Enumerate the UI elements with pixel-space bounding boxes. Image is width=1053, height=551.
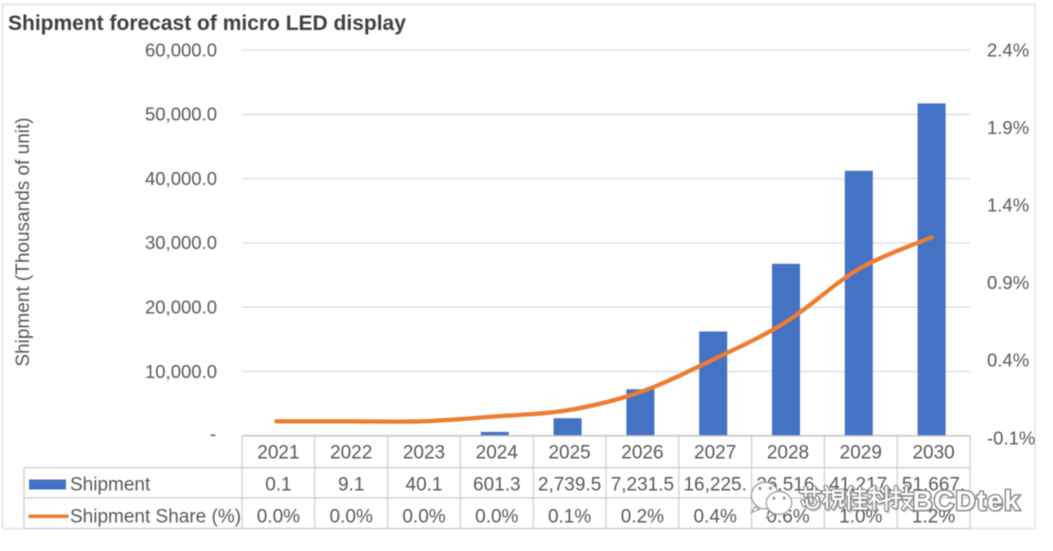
svg-text:20,000.0: 20,000.0 — [145, 297, 217, 318]
svg-text:-: - — [210, 423, 216, 444]
svg-text:1.9%: 1.9% — [987, 117, 1029, 138]
svg-text:51,667.: 51,667. — [902, 475, 965, 496]
svg-text:7,231.5: 7,231.5 — [611, 475, 674, 496]
svg-text:1.4%: 1.4% — [987, 195, 1029, 216]
svg-text:2,739.5: 2,739.5 — [538, 475, 601, 496]
svg-text:Shipment: Shipment — [70, 475, 151, 496]
svg-text:0.4%: 0.4% — [694, 506, 737, 527]
svg-text:0.9%: 0.9% — [987, 272, 1029, 293]
svg-text:2021: 2021 — [257, 442, 299, 463]
svg-text:2023: 2023 — [403, 442, 445, 463]
svg-text:41,217.: 41,217. — [829, 475, 892, 496]
svg-text:0.0%: 0.0% — [257, 506, 300, 527]
svg-text:16,225.: 16,225. — [683, 475, 746, 496]
svg-text:30,000.0: 30,000.0 — [145, 232, 217, 253]
svg-text:Shipment forecast of micro LED: Shipment forecast of micro LED display — [8, 12, 406, 35]
svg-text:1.0%: 1.0% — [839, 506, 882, 527]
svg-text:BCDtek: BCDtek — [914, 487, 1022, 518]
svg-text:2028: 2028 — [767, 442, 809, 463]
svg-text:2022: 2022 — [330, 442, 372, 463]
svg-text:0.0%: 0.0% — [402, 506, 445, 527]
svg-text:40.1: 40.1 — [406, 475, 443, 496]
svg-text:10,000.0: 10,000.0 — [145, 361, 217, 382]
svg-text:1.2%: 1.2% — [912, 506, 955, 527]
svg-text:2.4%: 2.4% — [987, 39, 1029, 60]
svg-text:Shipment Share (%): Shipment Share (%) — [70, 506, 241, 527]
svg-text:0.1%: 0.1% — [548, 506, 591, 527]
svg-text:BCDtek: BCDtek — [913, 485, 1021, 516]
svg-text:40,000.0: 40,000.0 — [145, 168, 217, 189]
svg-text:0.0%: 0.0% — [330, 506, 373, 527]
svg-text:-0.1%: -0.1% — [987, 427, 1035, 448]
svg-text:601.3: 601.3 — [473, 475, 521, 496]
svg-text:0.0%: 0.0% — [475, 506, 518, 527]
svg-text:0.4%: 0.4% — [987, 350, 1029, 371]
svg-text:2029: 2029 — [840, 442, 882, 463]
svg-text:2026: 2026 — [621, 442, 663, 463]
svg-text:2030: 2030 — [912, 442, 954, 463]
svg-text:Shipment (Thousands of unit): Shipment (Thousands of unit) — [13, 117, 34, 366]
svg-text:0.2%: 0.2% — [621, 506, 664, 527]
svg-text:0.1: 0.1 — [265, 475, 291, 496]
svg-text:2027: 2027 — [694, 442, 736, 463]
svg-text:2024: 2024 — [476, 442, 519, 463]
svg-text:50,000.0: 50,000.0 — [145, 104, 217, 125]
svg-text:2025: 2025 — [548, 442, 590, 463]
svg-text:9.1: 9.1 — [338, 475, 364, 496]
svg-text:60,000.0: 60,000.0 — [145, 39, 217, 60]
